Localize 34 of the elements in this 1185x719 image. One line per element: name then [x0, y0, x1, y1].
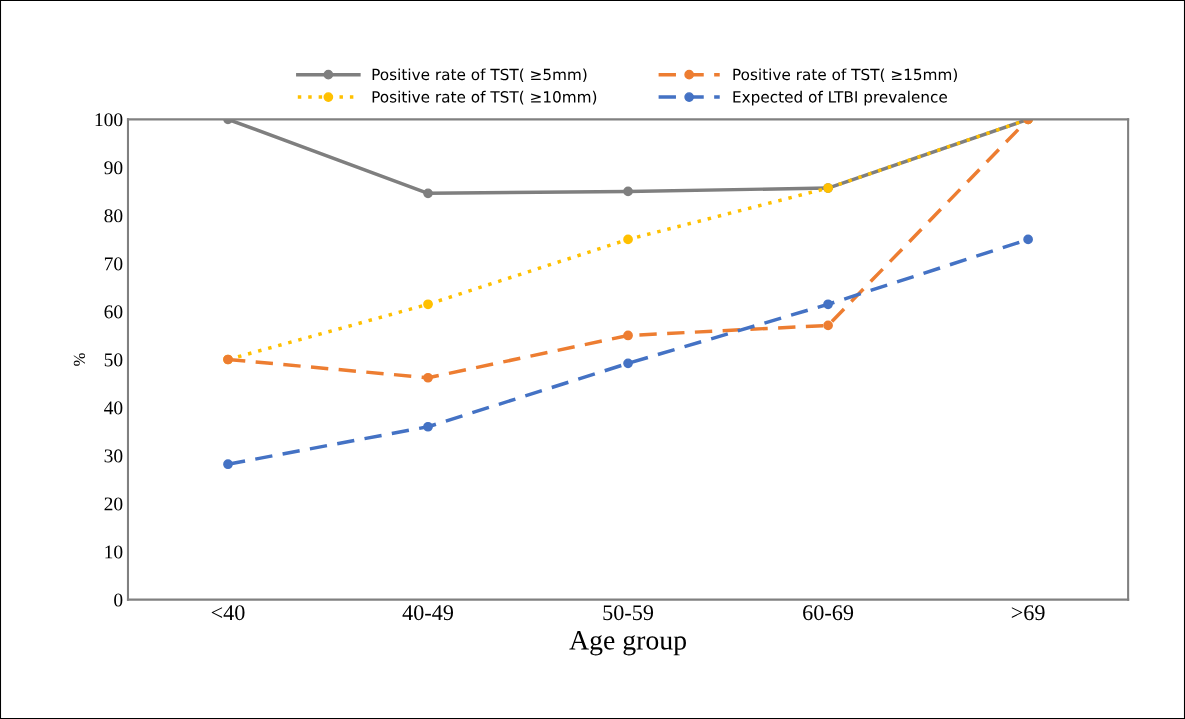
y-tick-label: 40 [104, 401, 123, 415]
point [423, 372, 433, 383]
point [1023, 234, 1033, 245]
point [623, 358, 633, 369]
point [423, 421, 433, 432]
x-tick-label: 60-69 [803, 605, 854, 621]
legend-label: Positive rate of TST( ≥15mm) [733, 68, 957, 83]
y-tick-label: 30 [104, 449, 123, 463]
x-tick-label: >69 [1011, 605, 1045, 621]
y-tick-label: 20 [104, 497, 123, 511]
y-tick-label: 10 [105, 545, 123, 559]
legend-label: Positive rate of TST( ≥10mm) [372, 90, 597, 105]
y-tick-label: 90 [104, 161, 123, 175]
y-tick-label: 60 [104, 305, 123, 319]
y-tick-label: 100 [95, 113, 123, 127]
point [223, 459, 233, 470]
x-tick-label: <40 [211, 605, 245, 621]
y-tick-label: 80 [104, 209, 123, 223]
point [623, 330, 633, 341]
y-tick-label: 0 [114, 593, 123, 607]
x-axis-title: Age group [569, 631, 686, 656]
x-tick-label: 40-49 [402, 605, 454, 621]
point [623, 234, 633, 245]
point [423, 299, 433, 310]
point [623, 186, 633, 197]
point [823, 320, 833, 331]
legend-label: Positive rate of TST( ≥5mm) [372, 68, 587, 83]
y-axis-title: % [73, 353, 86, 366]
point [423, 188, 433, 199]
point [823, 299, 833, 310]
legend-label: Expected of LTBI prevalence [733, 90, 947, 106]
y-tick-label: 50 [104, 353, 123, 367]
y-tick-label: 70 [104, 257, 123, 271]
x-tick-label: 50-59 [603, 605, 654, 621]
